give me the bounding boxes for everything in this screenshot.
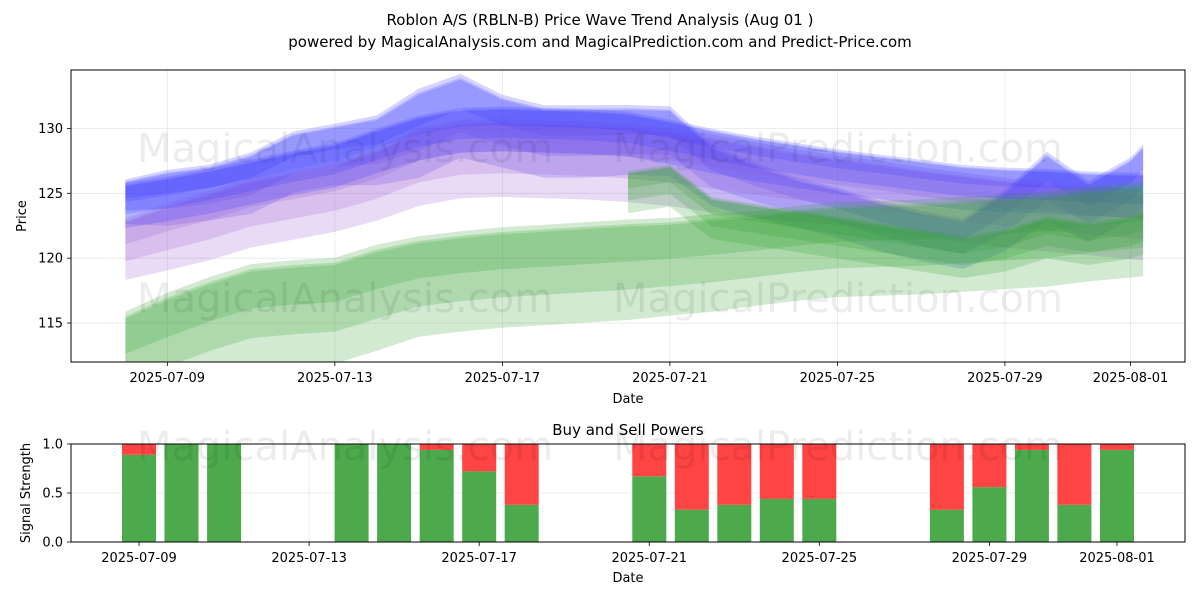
sell-bar	[674, 444, 709, 510]
buy-bar	[802, 498, 837, 542]
signal-y-tick-label: 0.5	[42, 487, 63, 502]
watermark-top-left: MagicalAnalysis.com	[137, 126, 553, 172]
buy-bar	[717, 504, 752, 542]
price-watermarks: MagicalAnalysis.com MagicalPrediction.co…	[137, 126, 1063, 322]
sell-bar	[632, 444, 667, 477]
signal-x-ticks: 2025-07-09 2025-07-13 2025-07-17 2025-07-21…	[101, 542, 1155, 566]
buy-bar	[929, 509, 964, 542]
watermark-mid-right: MagicalPrediction.com	[613, 276, 1063, 322]
signal-x-axis-label: Date	[612, 571, 643, 586]
signal-x-tick-label: 2025-07-21	[611, 551, 687, 566]
sell-bar	[122, 444, 156, 455]
sell-bar	[419, 444, 454, 450]
sell-bar	[504, 444, 539, 505]
price-y-ticks: 115 120 125 130	[38, 122, 71, 332]
price-y-tick-label: 115	[38, 317, 63, 332]
buy-bar	[462, 471, 497, 542]
sell-bar	[759, 444, 794, 499]
buy-bar	[1100, 449, 1134, 542]
buy-bar	[1057, 504, 1092, 542]
price-x-tick-label: 2025-07-17	[465, 371, 541, 386]
signal-watermarks: MagicalAnalysis.com MagicalPrediction.co…	[137, 424, 1063, 470]
signal-y-axis-label: Signal Strength	[19, 443, 34, 543]
green-trend-band-2	[125, 181, 1144, 354]
price-x-tick-label: 2025-07-25	[800, 371, 876, 386]
green-trend-band-1	[125, 185, 1144, 362]
sell-bar	[1057, 444, 1092, 505]
price-x-tick-label: 2025-07-21	[632, 371, 708, 386]
green-price-bands-band-1	[628, 166, 1144, 266]
price-x-tick-label: 2025-07-29	[967, 371, 1043, 386]
price-y-tick-label: 130	[38, 122, 63, 137]
signal-chart-title: Buy and Sell Powers	[552, 421, 704, 439]
watermark-bottom-left: MagicalAnalysis.com	[137, 424, 553, 470]
signal-y-tick-label: 0.0	[42, 536, 63, 551]
signal-y-ticks: 0.0 0.5 1.0	[42, 438, 71, 551]
buy-bar	[972, 487, 1007, 542]
signal-x-tick-label: 2025-07-09	[101, 551, 177, 566]
price-gridlines	[71, 70, 1185, 362]
purple-trend-band-1	[125, 122, 1144, 262]
buy-bar	[164, 444, 199, 542]
sell-bar	[1100, 444, 1134, 450]
price-y-tick-label: 120	[38, 252, 63, 267]
signal-y-tick-label: 1.0	[42, 438, 63, 453]
figure-subtitle: powered by MagicalAnalysis.com and Magic…	[288, 33, 912, 51]
price-x-ticks: 2025-07-09 2025-07-13 2025-07-17 2025-07-21…	[130, 362, 1169, 386]
buy-bar	[632, 476, 667, 542]
signal-x-tick-label: 2025-08-01	[1079, 551, 1155, 566]
signal-x-tick-label: 2025-07-29	[952, 551, 1028, 566]
signal-x-tick-label: 2025-07-25	[782, 551, 858, 566]
buy-bar	[419, 449, 454, 542]
buy-bar	[122, 454, 156, 542]
blue-price-bands-band-2	[125, 73, 1144, 240]
green-price-bands-band-2	[628, 164, 1144, 254]
buy-bar	[334, 444, 369, 542]
watermark-mid-left: MagicalAnalysis.com	[137, 276, 553, 322]
sell-bar	[462, 444, 497, 472]
green-price-bands-band-0	[628, 167, 1144, 278]
sell-bar	[929, 444, 964, 510]
buy-bar	[674, 509, 709, 542]
sell-bar	[802, 444, 837, 499]
signal-x-tick-label: 2025-07-13	[271, 551, 347, 566]
blue-trend-band-1	[125, 108, 1144, 215]
buy-bar	[504, 504, 539, 542]
signal-x-tick-label: 2025-07-17	[441, 551, 517, 566]
signal-bars	[122, 444, 1134, 542]
price-bands	[125, 73, 1144, 362]
buy-bar	[377, 444, 412, 542]
price-y-tick-label: 125	[38, 187, 63, 202]
watermark-bottom-right: MagicalPrediction.com	[613, 424, 1063, 470]
price-x-tick-label: 2025-07-13	[297, 371, 373, 386]
sell-bar	[717, 444, 752, 505]
buy-bar	[759, 498, 794, 542]
sell-bar	[1014, 444, 1049, 450]
purple-trend-band-2	[125, 118, 1144, 245]
blue-price-bands-band-0	[125, 79, 1144, 269]
watermark-top-right: MagicalPrediction.com	[613, 126, 1063, 172]
figure-title: Roblon A/S (RBLN-B) Price Wave Trend Ana…	[387, 11, 814, 29]
buy-bar	[207, 444, 242, 542]
price-x-axis-label: Date	[612, 392, 643, 407]
green-trend-band-0	[125, 188, 1144, 362]
buy-bar	[1014, 449, 1049, 542]
purple-trend-band-0	[125, 124, 1144, 280]
price-y-axis-label: Price	[15, 200, 30, 232]
blue-trend-band-2	[125, 106, 1144, 202]
price-chart: MagicalAnalysis.com MagicalPrediction.co…	[15, 69, 1186, 407]
blue-price-bands-band-1	[125, 77, 1144, 254]
price-x-tick-label: 2025-08-01	[1093, 371, 1169, 386]
sell-bar	[972, 444, 1007, 488]
signal-chart: Buy and Sell Powers MagicalAnalysis.com …	[19, 421, 1186, 586]
price-plot-frame	[70, 69, 1186, 363]
blue-trend-band-0	[125, 109, 1144, 228]
price-x-tick-label: 2025-07-09	[130, 371, 206, 386]
